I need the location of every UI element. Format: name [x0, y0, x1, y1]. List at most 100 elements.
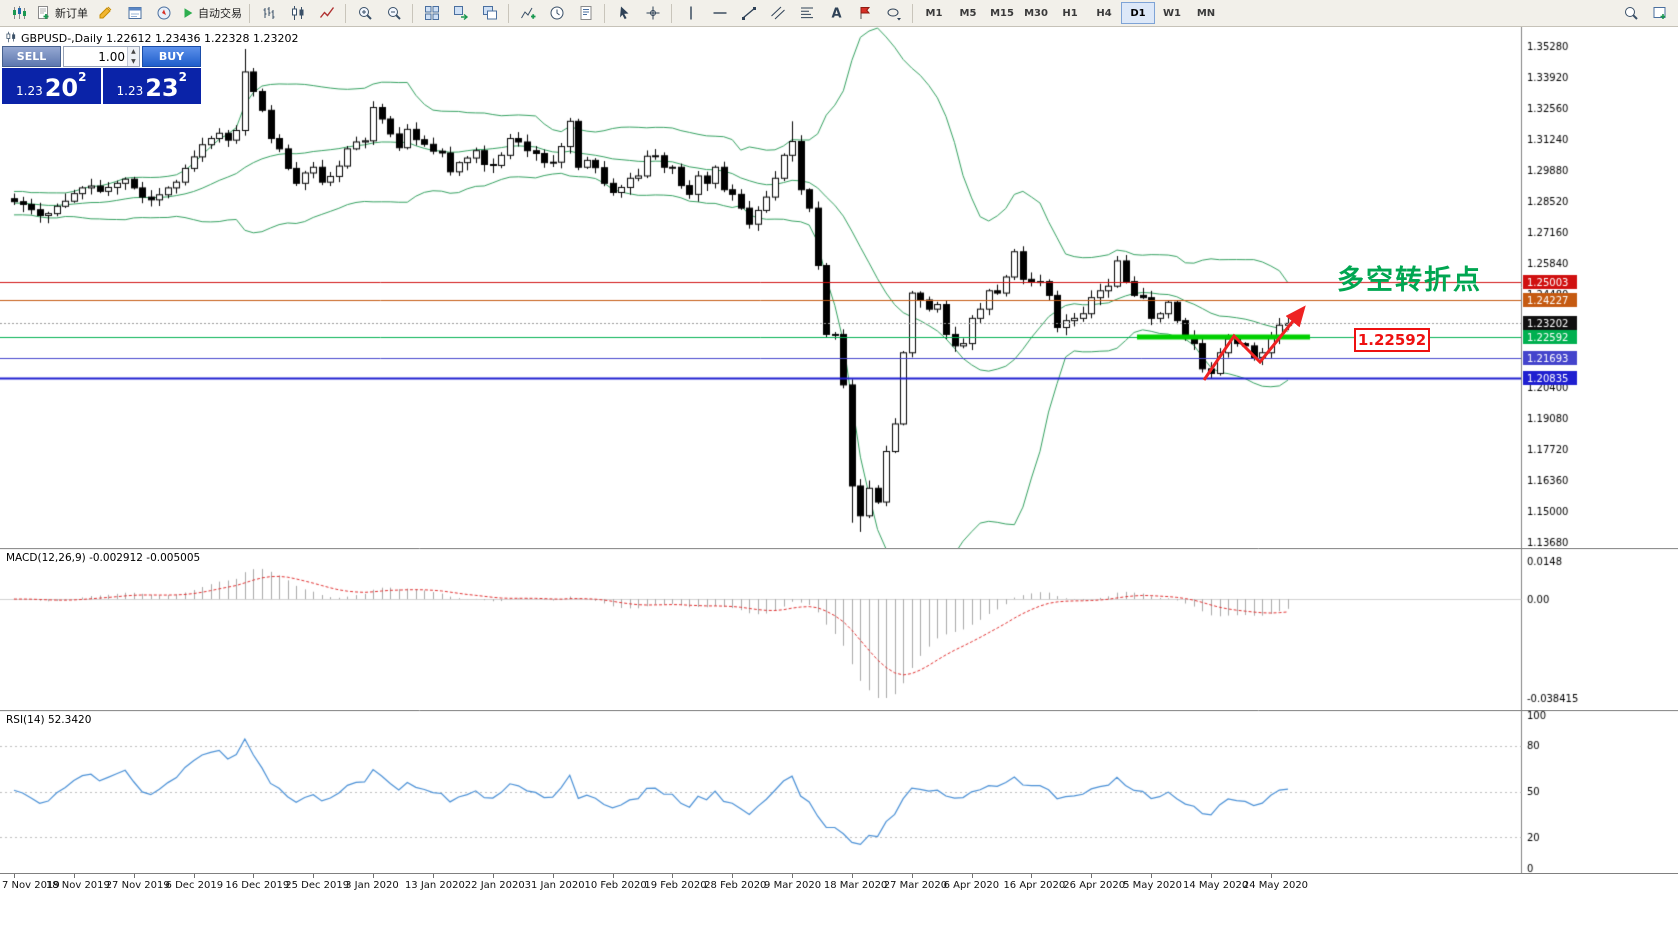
candlestick-chart-button[interactable]	[283, 1, 312, 25]
chart-window-icon	[5, 31, 17, 46]
trendline-button[interactable]	[734, 1, 763, 25]
time-axis-tick	[1031, 874, 1033, 878]
date-label: 31 Jan 2020	[524, 880, 585, 891]
time-axis-tick	[792, 874, 794, 878]
svg-text:A: A	[831, 7, 841, 22]
zoom-out-button[interactable]	[379, 1, 408, 25]
sell-button[interactable]: SELL	[2, 46, 61, 67]
market-watch-button[interactable]	[120, 1, 149, 25]
time-axis[interactable]: 7 Nov 2019 18 Nov 2019 27 Nov 2019 6 Dec 20…	[0, 873, 1678, 949]
time-axis-tick	[133, 874, 135, 878]
time-axis-tick	[1270, 874, 1272, 878]
time-axis-tick	[253, 874, 255, 878]
autotrading-label: 自动交易	[198, 7, 242, 20]
date-label: 6 Dec 2019	[165, 880, 224, 891]
auto-arrange-icon	[453, 5, 469, 21]
horizontal-line-button[interactable]	[705, 1, 734, 25]
date-label: 10 Feb 2020	[584, 880, 647, 891]
navigator-button[interactable]	[149, 1, 178, 25]
timeframe-h1[interactable]: H1	[1062, 7, 1078, 19]
time-axis-tick	[373, 874, 375, 878]
date-label: 18 Nov 2019	[45, 880, 110, 891]
autotrading-button[interactable]: 自动交易	[178, 1, 245, 25]
timeframe-h4[interactable]: H4	[1096, 7, 1112, 19]
vertical-line-icon	[683, 5, 699, 21]
chart-title: GBPUSD-,Daily 1.22612 1.23436 1.22328 1.…	[5, 31, 298, 46]
bid-price-sup: 2	[78, 70, 87, 84]
time-axis-tick	[612, 874, 614, 878]
toolbar-separator	[249, 3, 250, 23]
cursor-button[interactable]	[609, 1, 638, 25]
timeframe-w1[interactable]: W1	[1163, 7, 1181, 19]
date-label: 16 Apr 2020	[1003, 880, 1066, 891]
zoom-in-button[interactable]	[350, 1, 379, 25]
tile-windows-button[interactable]	[417, 1, 446, 25]
time-axis-tick	[1211, 874, 1212, 878]
bar-chart-button[interactable]	[254, 1, 283, 25]
time-axis-tick	[971, 874, 973, 878]
main-toolbar: 新订单 自动交易 A M1	[0, 0, 1678, 27]
volume-up-button[interactable]: ▲	[127, 47, 139, 57]
price-level-box-annotation[interactable]: 1.22592	[1354, 328, 1430, 352]
price-chart[interactable]	[0, 27, 1678, 548]
autotrading-play-icon	[181, 6, 195, 20]
timeframe-mn[interactable]: MN	[1196, 7, 1216, 19]
new-window-button[interactable]	[1645, 1, 1674, 25]
label-tool-button[interactable]	[850, 1, 879, 25]
date-label: 5 May 2020	[1123, 880, 1182, 891]
date-label: 14 May 2020	[1183, 880, 1249, 891]
line-chart-button[interactable]	[312, 1, 341, 25]
date-label: 24 May 2020	[1242, 880, 1309, 891]
rsi-panel[interactable]	[0, 710, 1678, 873]
timeframe-d1[interactable]: D1	[1121, 2, 1155, 24]
new-order-button[interactable]: 新订单	[33, 1, 91, 25]
timeframe-m30[interactable]: M30	[1024, 7, 1048, 19]
date-label: 13 Jan 2020	[404, 880, 465, 891]
market-watch-icon	[127, 5, 143, 21]
turning-point-annotation[interactable]: 多空转折点	[1337, 265, 1482, 296]
templates-button[interactable]	[571, 1, 600, 25]
time-axis-tick	[492, 874, 494, 878]
volume-down-button[interactable]: ▼	[127, 56, 139, 66]
text-tool-button[interactable]: A	[821, 1, 850, 25]
toolbar-separator	[345, 3, 346, 23]
crosshair-icon	[645, 5, 661, 21]
crosshair-button[interactable]	[638, 1, 667, 25]
channel-button[interactable]	[763, 1, 792, 25]
vertical-line-button[interactable]	[676, 1, 705, 25]
trend-arrow-annotation[interactable]	[1190, 296, 1322, 392]
timeframe-m1[interactable]: M1	[925, 7, 943, 19]
ask-price-small: 1.23	[116, 84, 144, 98]
date-label: 26 Apr 2020	[1063, 880, 1126, 891]
indicators-button[interactable]	[513, 1, 542, 25]
metaeditor-icon	[98, 5, 114, 21]
fibonacci-button[interactable]	[792, 1, 821, 25]
new-order-label: 新订单	[55, 7, 88, 20]
macd-panel[interactable]	[0, 548, 1678, 710]
volume-spinner: ▲ ▼	[126, 47, 139, 66]
ask-price-big: 23	[145, 74, 179, 102]
time-axis-tick	[1151, 874, 1153, 878]
time-axis-tick	[1091, 874, 1093, 878]
cascade-windows-button[interactable]	[475, 1, 504, 25]
time-axis-tick	[313, 874, 315, 878]
metaeditor-button[interactable]	[91, 1, 120, 25]
new-chart-button[interactable]	[4, 1, 33, 25]
new-order-icon	[36, 5, 52, 21]
shapes-button[interactable]	[879, 1, 908, 25]
timeframe-m15[interactable]: M15	[990, 7, 1014, 19]
candlestick-chart-icon	[290, 5, 306, 21]
bid-price-big: 20	[44, 74, 79, 102]
timeframe-m5[interactable]: M5	[959, 7, 977, 19]
date-label: 19 Feb 2020	[644, 880, 707, 891]
time-axis-tick	[911, 874, 913, 878]
channel-icon	[770, 5, 786, 21]
volume-input[interactable]	[64, 47, 127, 66]
search-button[interactable]	[1616, 1, 1645, 25]
auto-arrange-button[interactable]	[446, 1, 475, 25]
periods-button[interactable]	[542, 1, 571, 25]
toolbar-separator	[604, 3, 605, 23]
toolbar-separator	[508, 3, 509, 23]
date-label: 27 Mar 2020	[883, 880, 948, 891]
buy-button[interactable]: BUY	[142, 46, 201, 67]
